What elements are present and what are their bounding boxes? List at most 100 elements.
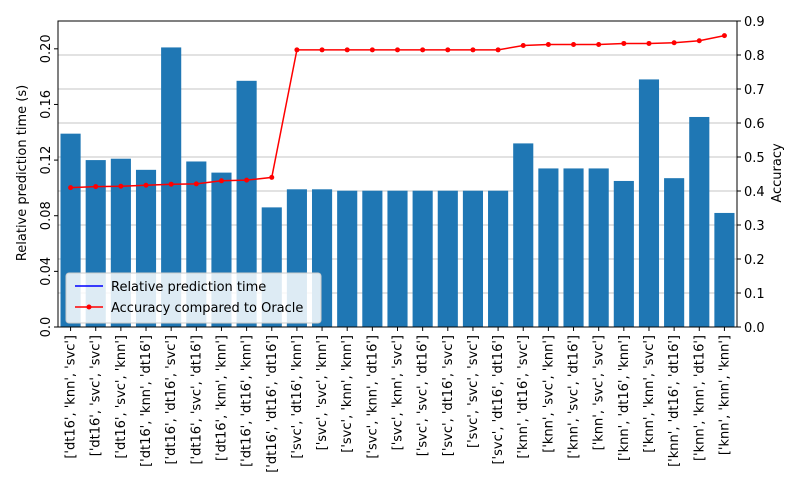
accuracy-point	[93, 184, 99, 190]
accuracy-point	[470, 47, 476, 53]
x-tick-label: ['dt16', 'knn', 'svc']	[64, 335, 79, 459]
bar	[437, 190, 458, 327]
left-axis-label: Relative prediction time (s)	[15, 85, 30, 261]
x-tick-label: ['svc', 'dt16', 'svc']	[441, 335, 456, 456]
left-tick-label: 0.12	[39, 146, 54, 175]
accuracy-point	[545, 41, 551, 47]
bar	[538, 168, 559, 327]
bar	[387, 190, 408, 327]
right-tick-label: 0.1	[744, 287, 765, 302]
right-tick-label: 0.0	[744, 321, 765, 336]
x-tick-label: ['dt16', 'svc', 'dt16']	[189, 335, 204, 465]
x-tick-label: ['dt16', 'knn', 'dt16']	[139, 335, 154, 467]
bar	[689, 116, 710, 328]
bar	[513, 143, 534, 327]
accuracy-point	[294, 47, 300, 53]
legend-box	[65, 272, 322, 324]
bar	[664, 178, 685, 327]
x-tick-label: ['dt16', 'dt16', 'dt16']	[265, 335, 280, 473]
left-tick-label: 0.0	[39, 317, 54, 338]
accuracy-point	[721, 33, 727, 39]
bar	[488, 190, 509, 327]
x-axis-ticks: ['dt16', 'knn', 'svc'] ['dt16', 'svc', 's…	[64, 327, 732, 473]
x-tick-label: ['svc', 'svc', 'dt16']	[416, 335, 431, 456]
right-tick-label: 0.7	[744, 83, 765, 98]
x-tick-label: ['knn', 'dt16', 'knn']	[617, 335, 632, 461]
left-tick-label: 0.04	[39, 257, 54, 286]
accuracy-point	[571, 41, 577, 47]
accuracy-point	[244, 177, 250, 183]
bar	[613, 180, 634, 327]
accuracy-point	[68, 185, 74, 191]
x-tick-label: ['dt16', 'svc', 'knn']	[114, 335, 129, 459]
x-tick-label: ['svc', 'knn', 'dt16']	[365, 335, 380, 459]
accuracy-point	[420, 47, 426, 53]
left-axis-ticks: 0.0 0.04 0.08 0.12 0.16 0.20	[39, 34, 58, 337]
bar	[337, 190, 358, 327]
right-tick-label: 0.4	[744, 185, 765, 200]
bar	[362, 190, 383, 327]
x-tick-label: ['dt16', 'dt16', 'knn']	[240, 335, 255, 467]
legend-accuracy-label: Accuracy compared to Oracle	[111, 301, 303, 316]
x-tick-label: ['svc', 'knn', 'svc']	[391, 335, 406, 450]
bar	[412, 190, 433, 327]
right-tick-label: 0.2	[744, 253, 765, 268]
right-tick-label: 0.3	[744, 219, 765, 234]
left-tick-label: 0.20	[39, 34, 54, 63]
bar	[462, 190, 484, 327]
accuracy-point	[344, 47, 350, 53]
x-tick-label: ['svc', 'dt16', 'knn']	[290, 335, 305, 459]
right-axis-label: Accuracy	[770, 143, 785, 203]
bar	[161, 47, 182, 327]
accuracy-point	[395, 47, 400, 53]
x-tick-label: ['dt16', 'dt16', 'svc']	[164, 335, 179, 465]
x-tick-label: ['knn', 'dt16', 'svc']	[516, 335, 531, 459]
bar	[638, 79, 660, 327]
accuracy-point	[696, 38, 702, 44]
x-tick-label: ['knn', 'knn', 'knn']	[717, 335, 732, 455]
legend-accuracy-marker	[86, 304, 92, 310]
right-tick-label: 0.9	[744, 15, 765, 30]
accuracy-point	[621, 40, 627, 46]
x-tick-label: ['knn', 'svc', 'knn']	[541, 335, 556, 453]
x-tick-label: ['knn', 'svc', 'dt16']	[567, 335, 582, 459]
accuracy-point	[269, 174, 275, 180]
right-tick-label: 0.5	[744, 151, 765, 166]
accuracy-line-series	[68, 33, 727, 191]
x-tick-label: ['knn', 'svc', 'svc']	[592, 335, 607, 450]
x-tick-label: ['dt16', 'knn', 'knn']	[214, 335, 229, 461]
accuracy-point	[218, 178, 224, 184]
accuracy-point	[596, 41, 602, 47]
legend-time-label: Relative prediction time	[111, 280, 266, 295]
x-tick-label: ['dt16', 'svc', 'svc']	[89, 335, 104, 456]
x-tick-label: ['svc', 'knn', 'knn']	[340, 335, 355, 453]
right-axis-ticks: 0.0 0.1 0.2 0.3 0.4 0.5 0.6 0.7 0.8 0.9	[737, 15, 765, 336]
right-tick-label: 0.8	[744, 49, 765, 64]
accuracy-point	[319, 47, 325, 53]
x-tick-label: ['svc', 'svc', 'knn']	[315, 335, 330, 450]
right-tick-label: 0.6	[744, 117, 765, 132]
accuracy-point	[646, 40, 652, 46]
bar	[588, 168, 609, 327]
x-tick-label: ['knn', 'knn', 'dt16']	[692, 335, 707, 461]
accuracy-point	[369, 47, 375, 53]
bar	[563, 168, 584, 327]
x-tick-label: ['svc', 'svc', 'svc']	[466, 335, 481, 448]
accuracy-point	[445, 47, 451, 53]
accuracy-point	[193, 181, 199, 187]
x-tick-label: ['knn', 'knn', 'svc']	[642, 335, 657, 453]
accuracy-point	[520, 42, 526, 48]
left-tick-label: 0.16	[39, 90, 54, 119]
accuracy-point	[143, 182, 149, 188]
accuracy-point	[495, 47, 501, 53]
left-tick-label: 0.08	[39, 201, 54, 230]
x-tick-label: ['svc', 'dt16', 'dt16']	[491, 335, 506, 465]
legend: Relative prediction time Accuracy compar…	[65, 272, 322, 324]
accuracy-point	[118, 183, 124, 189]
bar	[714, 212, 735, 327]
bar	[236, 80, 257, 328]
accuracy-point	[168, 181, 174, 187]
accuracy-point	[671, 40, 677, 46]
x-tick-label: ['knn', 'dt16', 'dt16']	[667, 335, 682, 467]
